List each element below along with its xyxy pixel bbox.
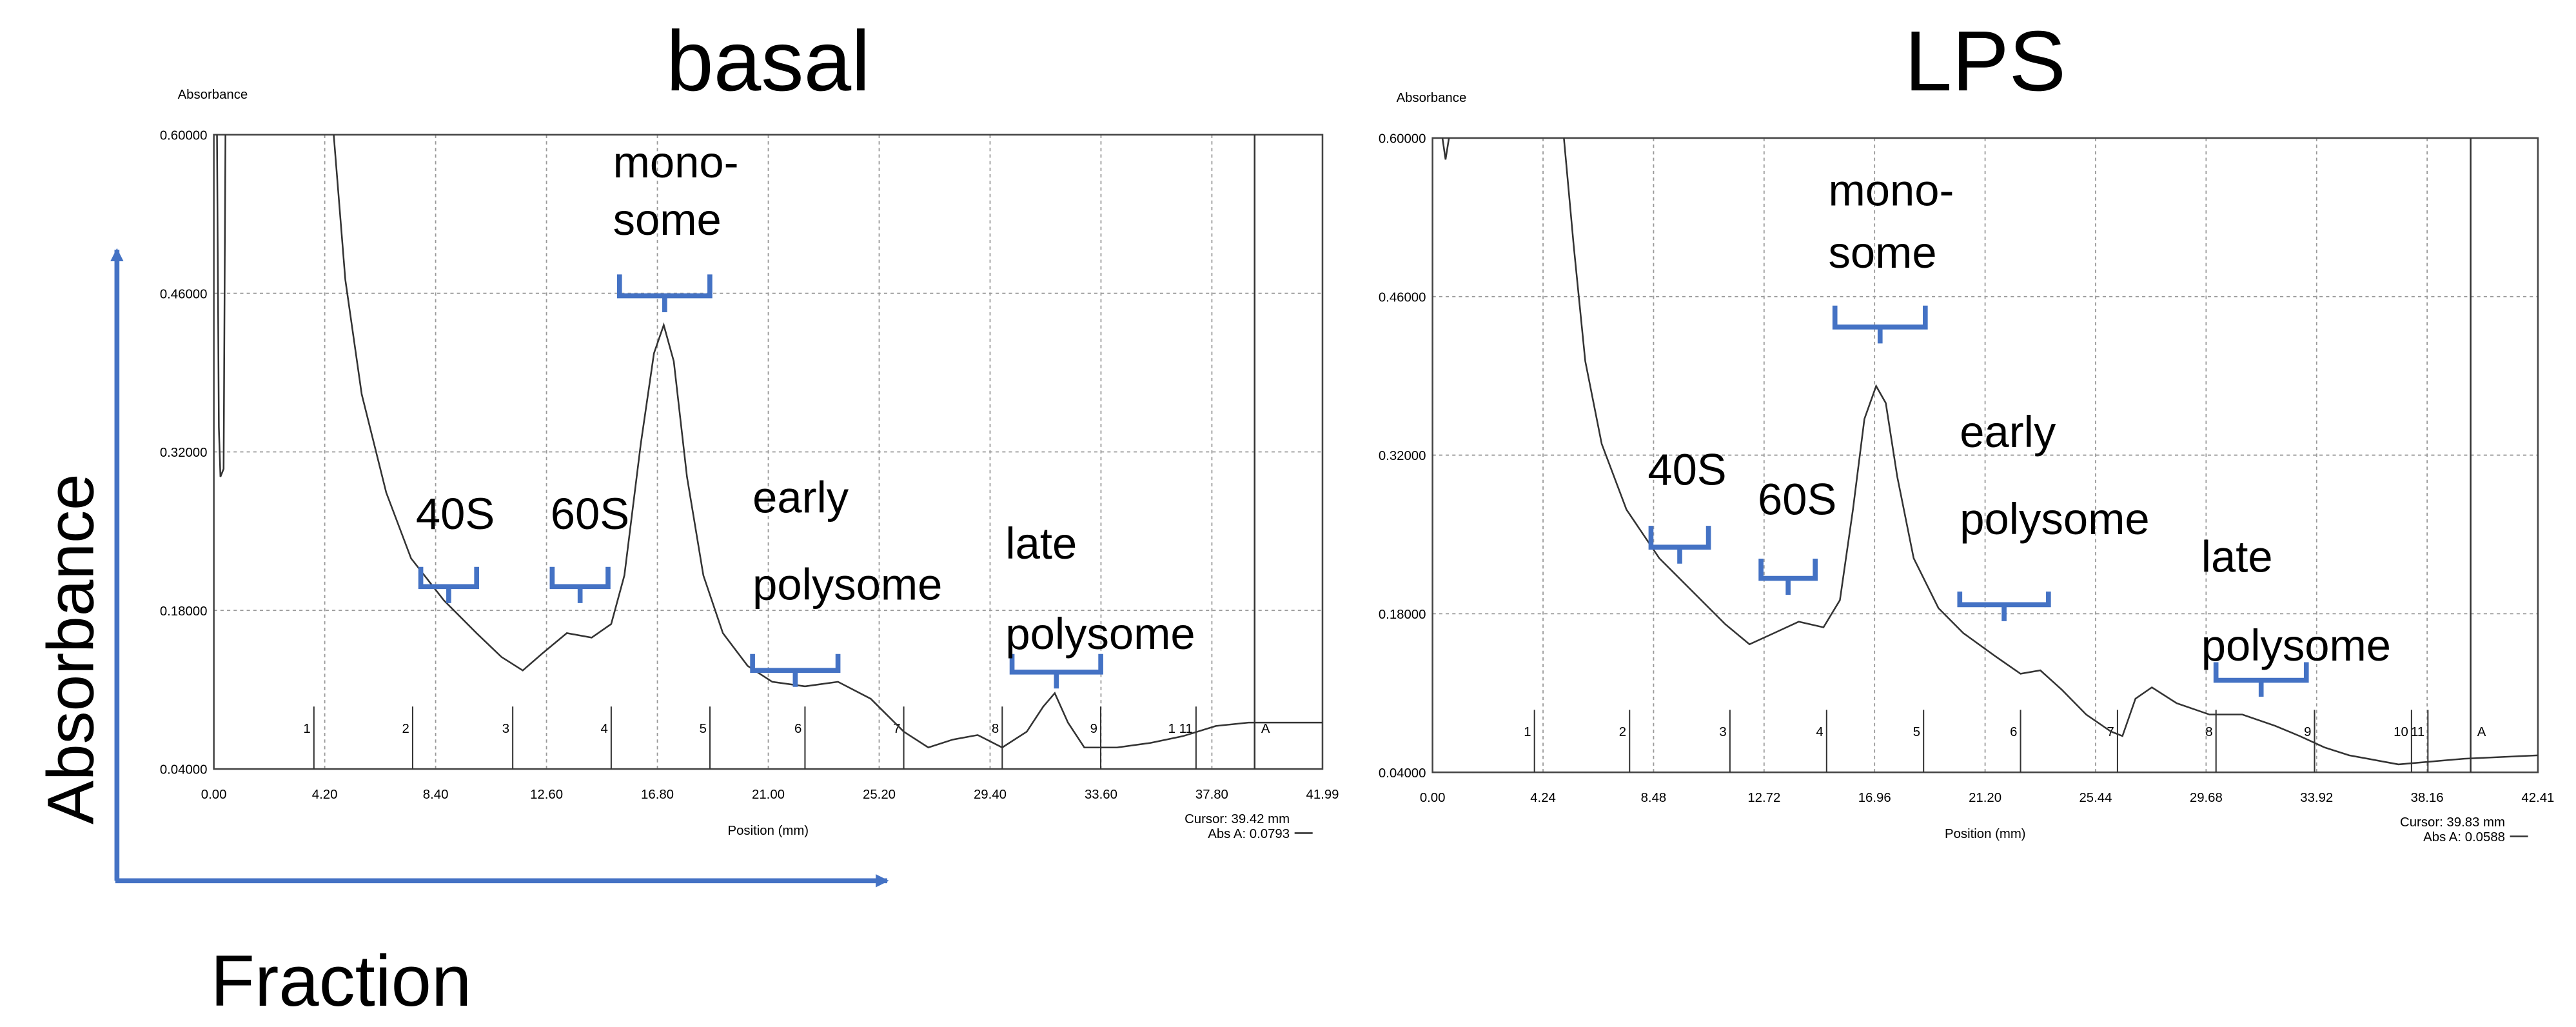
x-tick-label: 37.80 xyxy=(1195,788,1228,802)
cursor-label: A xyxy=(2477,725,2486,739)
y-tick-label: 0.18000 xyxy=(1379,608,1426,622)
bracket xyxy=(750,653,841,687)
x-tick-label: 0.00 xyxy=(201,788,227,802)
fraction-label: 7 xyxy=(893,722,900,736)
cursor-label: A xyxy=(1261,722,1270,736)
x-axis-label: Position (mm) xyxy=(1945,827,2026,841)
x-tick-label: 41.99 xyxy=(1306,788,1339,802)
x-tick-label: 4.20 xyxy=(312,788,338,802)
annotation: polysome xyxy=(1005,609,1195,659)
fraction-label: 6 xyxy=(794,722,801,736)
annotation: some xyxy=(1829,228,1937,277)
x-tick-label: 12.60 xyxy=(530,788,563,802)
x-tick-label: 21.00 xyxy=(752,788,785,802)
fraction-label: 7 xyxy=(2107,725,2114,739)
annotation: early xyxy=(752,473,849,523)
y-tick-label: 0.32000 xyxy=(1379,449,1426,463)
fraction-label: 3 xyxy=(1719,725,1726,739)
y-tick-label: 0.46000 xyxy=(1379,290,1426,304)
bracket xyxy=(1832,305,1928,344)
x-tick-label: 4.24 xyxy=(1530,791,1556,805)
fraction-label: 6 xyxy=(2010,725,2017,739)
cursor-abs-text: Abs A: 0.0588 xyxy=(2423,830,2505,844)
y-tick-label: 0.60000 xyxy=(160,129,208,143)
y-tick-label: 0.18000 xyxy=(160,604,208,619)
figure-y-label: Absorbance xyxy=(34,474,108,824)
annotation: polysome xyxy=(1960,494,2149,544)
chart-title: basal xyxy=(666,14,870,109)
fraction-label: 4 xyxy=(600,722,607,736)
bracket xyxy=(1009,653,1103,689)
x-tick-label: 21.20 xyxy=(1969,791,2001,805)
x-tick-label: 42.41 xyxy=(2521,791,2554,805)
y-axis-label: Absorbance xyxy=(1397,91,1467,105)
y-tick-label: 0.46000 xyxy=(160,287,208,301)
fraction-label: 2 xyxy=(1619,725,1626,739)
fraction-label: 9 xyxy=(2304,725,2311,739)
absorbance-line xyxy=(1441,137,2538,766)
annotation: late xyxy=(1005,519,1077,568)
y-tick-label: 0.60000 xyxy=(1379,132,1426,146)
annotation: 60S xyxy=(1758,474,1836,524)
cursor-abs-text: Abs A: 0.0793 xyxy=(1208,827,1290,841)
fraction-label: 5 xyxy=(700,722,707,736)
x-tick-label: 29.68 xyxy=(2190,791,2223,805)
fraction-label: 10 xyxy=(2394,725,2408,739)
x-tick-label: 38.16 xyxy=(2411,791,2444,805)
annotation: mono- xyxy=(1829,165,1954,215)
y-axis-label: Absorbance xyxy=(178,88,248,102)
x-tick-label: 16.96 xyxy=(1858,791,1891,805)
x-tick-label: 25.44 xyxy=(2079,791,2112,805)
fraction-label: 4 xyxy=(1816,725,1823,739)
bracket xyxy=(616,274,713,312)
x-axis-label: Position (mm) xyxy=(728,824,809,838)
annotation: late xyxy=(2201,532,2273,581)
x-tick-label: 25.20 xyxy=(863,788,896,802)
bracket xyxy=(1758,559,1818,595)
y-tick-label: 0.04000 xyxy=(1379,766,1426,781)
absorbance-line xyxy=(216,134,1322,749)
bracket xyxy=(1957,591,2051,621)
x-tick-label: 16.80 xyxy=(641,788,674,802)
annotation: mono- xyxy=(613,137,739,187)
cursor-text: Cursor: 39.83 mm xyxy=(2400,815,2505,830)
fraction-label: 8 xyxy=(2205,725,2212,739)
plot-frame xyxy=(213,134,1324,770)
x-tick-label: 8.48 xyxy=(1641,791,1667,805)
x-tick-label: 8.40 xyxy=(423,788,449,802)
cursor-text: Cursor: 39.42 mm xyxy=(1185,812,1290,826)
plot-frame xyxy=(1431,137,2539,773)
fraction-label: 11 xyxy=(2411,725,2424,739)
fraction-label: 1 xyxy=(303,722,310,736)
bracket xyxy=(549,566,611,603)
fraction-label: 8 xyxy=(992,722,999,736)
y-tick-label: 0.32000 xyxy=(160,446,208,460)
annotation: some xyxy=(613,195,722,244)
annotation: 60S xyxy=(551,489,629,539)
fraction-label: 2 xyxy=(402,722,409,736)
annotation: polysome xyxy=(752,560,942,610)
annotation: early xyxy=(1960,407,2056,457)
fraction-label: 1 11 xyxy=(1168,722,1193,736)
fraction-label: 9 xyxy=(1090,722,1097,736)
x-tick-label: 33.92 xyxy=(2300,791,2333,805)
y-tick-label: 0.04000 xyxy=(160,763,208,777)
x-tick-label: 0.00 xyxy=(1420,791,1446,805)
x-tick-label: 12.72 xyxy=(1747,791,1780,805)
bracket xyxy=(2213,662,2309,697)
annotation: 40S xyxy=(1647,444,1726,494)
figure-x-label: Fraction xyxy=(211,941,472,1021)
annotation: 40S xyxy=(416,489,495,539)
fraction-label: 1 xyxy=(1524,725,1531,739)
x-tick-label: 33.60 xyxy=(1085,788,1117,802)
bracket xyxy=(418,566,480,603)
chart-title: LPS xyxy=(1905,14,2066,109)
annotation: polysome xyxy=(2201,621,2391,670)
bracket xyxy=(1648,526,1711,564)
x-tick-label: 29.40 xyxy=(974,788,1007,802)
fraction-label: 3 xyxy=(502,722,509,736)
fraction-label: 5 xyxy=(1913,725,1920,739)
